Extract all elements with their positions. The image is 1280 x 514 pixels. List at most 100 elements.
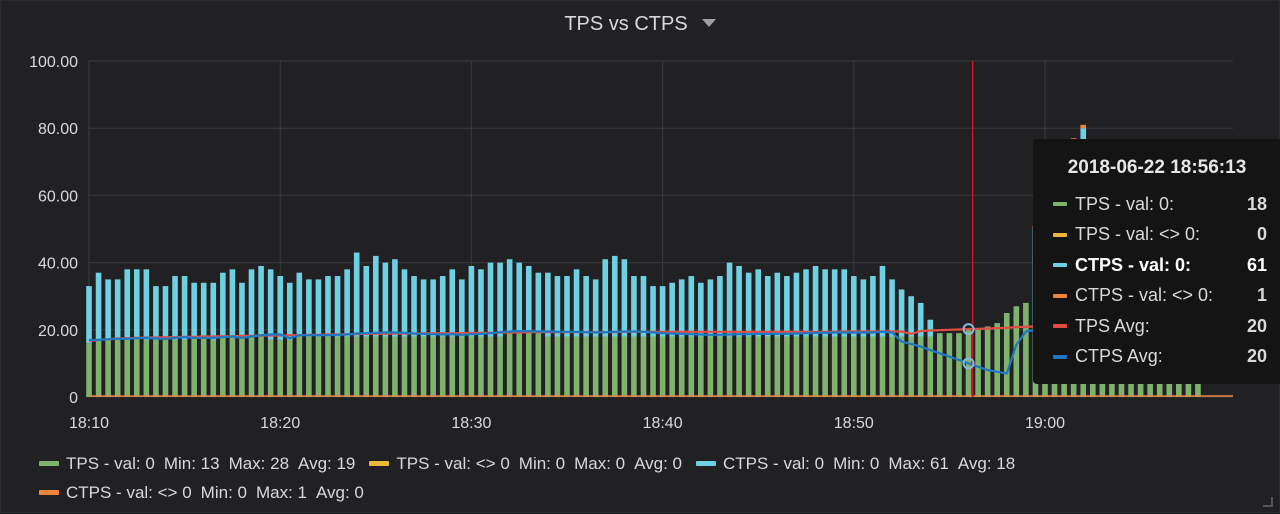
chevron-down-icon xyxy=(701,18,716,27)
bar-segment xyxy=(870,276,876,337)
bar-segment xyxy=(956,333,962,397)
legend-avg: Avg: 0 xyxy=(634,453,682,473)
x-tick-label: 18:20 xyxy=(260,415,300,432)
legend-item[interactable]: TPS - val: 0 Min: 13 Max: 28 Avg: 19 xyxy=(39,454,355,474)
legend-swatch xyxy=(39,461,59,466)
bar-segment xyxy=(678,336,685,397)
bar-segment xyxy=(373,255,379,337)
bar-segment xyxy=(267,269,274,340)
bar-segment xyxy=(621,259,628,337)
bar-segment xyxy=(650,336,656,397)
bar-segment xyxy=(851,336,857,397)
bar-segment xyxy=(258,265,264,337)
bar-segment xyxy=(459,279,465,337)
bar-segment xyxy=(975,329,981,397)
bar-segment xyxy=(95,272,102,340)
bar-segment xyxy=(879,265,886,337)
bar-segment xyxy=(392,336,398,397)
panel-title-menu[interactable]: TPS vs CTPS xyxy=(1,13,1279,36)
bar-segment xyxy=(95,339,102,397)
bar-segment xyxy=(248,269,255,337)
legend-max: Max: 1 xyxy=(255,482,307,502)
bar-segment xyxy=(296,272,303,337)
bar-segment xyxy=(411,276,417,337)
bar-segment xyxy=(698,336,704,397)
bar-segment xyxy=(755,336,761,397)
y-tick-label: 60.00 xyxy=(38,188,78,205)
bar-segment xyxy=(984,326,991,397)
bar-segment xyxy=(822,336,828,397)
legend-swatch xyxy=(39,490,59,495)
tooltip-value: 0 xyxy=(1256,224,1267,245)
tooltip-swatch xyxy=(1053,202,1067,207)
bar-segment xyxy=(822,269,828,337)
legend-min: Min: 13 xyxy=(163,453,220,473)
bar-segment xyxy=(143,269,150,340)
bar-segment xyxy=(860,279,867,337)
bar-segment xyxy=(698,282,704,337)
series-line xyxy=(89,319,1199,375)
resize-handle-icon[interactable] xyxy=(1263,497,1273,507)
tooltip-value: 1 xyxy=(1256,285,1267,306)
legend-item[interactable]: TPS - val: <> 0 Min: 0 Max: 0 Avg: 0 xyxy=(369,454,682,474)
bar-segment xyxy=(812,265,819,337)
bar-segment xyxy=(306,279,312,337)
bar-segment xyxy=(200,336,207,397)
x-tick-label: 18:30 xyxy=(451,415,491,432)
crosshair xyxy=(962,61,975,397)
bar-segment xyxy=(889,279,895,337)
y-tick-label: 80.00 xyxy=(38,121,78,138)
hover-point-marker xyxy=(962,357,975,370)
bar-segment xyxy=(191,282,197,337)
bar-segment xyxy=(755,269,761,337)
bar-segment xyxy=(1013,306,1020,397)
bar-segment xyxy=(736,265,742,337)
bar-segment xyxy=(831,269,838,337)
bar-segment xyxy=(124,269,131,340)
bar-segment xyxy=(851,276,857,337)
bar-segment xyxy=(917,302,924,337)
bar-segment xyxy=(296,336,303,397)
x-tick-label: 19:00 xyxy=(1025,415,1065,432)
bar-segment xyxy=(220,272,226,337)
legend-max: Max: 28 xyxy=(228,453,290,473)
legend-item[interactable]: CTPS - val: <> 0 Min: 0 Max: 1 Avg: 0 xyxy=(39,483,364,503)
bar-segment xyxy=(927,319,934,337)
bar-segment xyxy=(583,336,589,397)
bar-segment xyxy=(908,296,914,337)
bar-segment xyxy=(640,276,647,337)
bar-segment xyxy=(784,336,790,397)
tooltip-rows: TPS - val: 0: 18 TPS - val: <> 0: 0 CTPS - v… xyxy=(1033,189,1280,372)
bar-segment xyxy=(583,276,589,337)
legend-item[interactable]: CTPS - val: 0 Min: 0 Max: 61 Avg: 18 xyxy=(696,454,1015,474)
bar-segment xyxy=(554,336,561,397)
bar-segment xyxy=(229,336,236,397)
bar-segment xyxy=(688,276,695,337)
bar-segment xyxy=(784,276,790,337)
bar-segment xyxy=(860,336,867,397)
bar-segment xyxy=(134,336,140,397)
legend-swatch xyxy=(696,461,716,466)
bar-segment xyxy=(717,336,723,397)
bar-segment xyxy=(592,279,599,337)
bar-segment xyxy=(937,333,943,397)
y-tick-label: 40.00 xyxy=(38,256,78,273)
bar-segment xyxy=(525,265,532,334)
bar-segment xyxy=(277,276,283,340)
bar-segment xyxy=(803,336,809,397)
x-tick-label: 18:10 xyxy=(69,415,109,432)
bar-segment xyxy=(774,272,781,337)
bar-segment xyxy=(105,279,111,340)
legend-avg: Avg: 19 xyxy=(298,453,356,473)
bar-segment xyxy=(258,336,264,397)
x-tick-label: 18:50 xyxy=(834,415,874,432)
bar-segment xyxy=(459,336,465,397)
bar-segment xyxy=(946,333,953,397)
bar-segment xyxy=(392,259,398,337)
legend-max: Max: 61 xyxy=(888,453,949,473)
bar-segment xyxy=(736,336,742,397)
bar-segment xyxy=(1003,313,1010,397)
bar-segment xyxy=(382,336,389,397)
